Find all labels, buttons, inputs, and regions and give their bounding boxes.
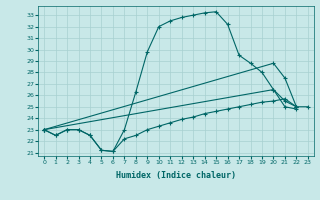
X-axis label: Humidex (Indice chaleur): Humidex (Indice chaleur) xyxy=(116,171,236,180)
